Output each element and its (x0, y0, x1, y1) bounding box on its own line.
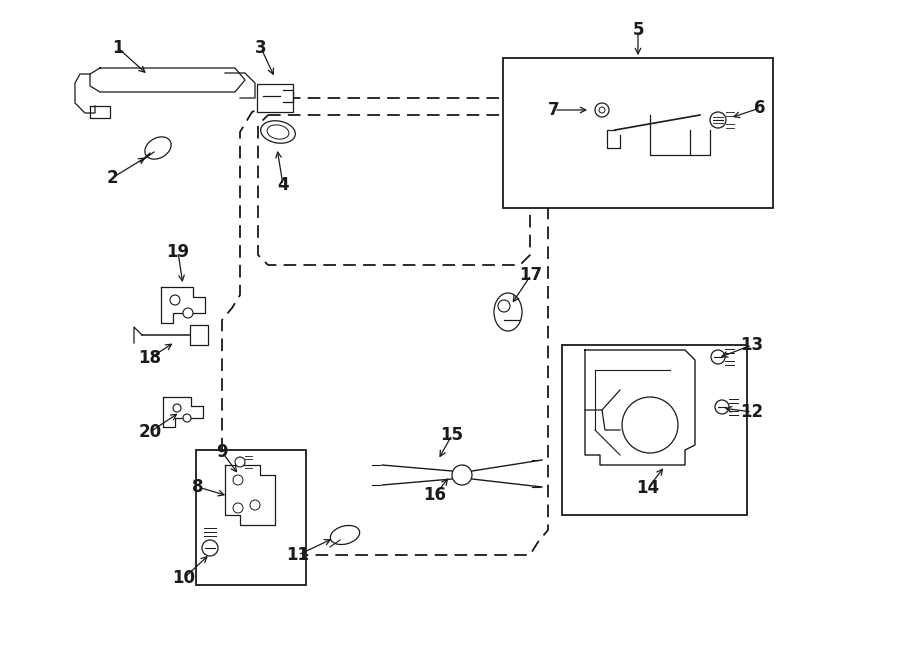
Circle shape (452, 465, 472, 485)
Circle shape (715, 400, 729, 414)
Polygon shape (225, 465, 275, 525)
Circle shape (170, 295, 180, 305)
Polygon shape (90, 68, 245, 92)
Text: 12: 12 (741, 403, 763, 421)
Circle shape (202, 540, 218, 556)
Bar (503, 58, 773, 208)
Text: 2: 2 (106, 169, 118, 187)
Text: 10: 10 (173, 569, 195, 587)
Circle shape (250, 500, 260, 510)
Circle shape (233, 475, 243, 485)
Text: 5: 5 (632, 21, 644, 39)
Circle shape (498, 300, 510, 312)
Circle shape (710, 112, 726, 128)
Circle shape (711, 350, 725, 364)
Ellipse shape (494, 293, 522, 331)
Bar (190, 325, 208, 345)
Ellipse shape (261, 121, 295, 143)
Circle shape (595, 103, 609, 117)
Ellipse shape (330, 525, 360, 545)
Polygon shape (163, 397, 203, 427)
Text: 8: 8 (193, 478, 203, 496)
Circle shape (183, 308, 193, 318)
Polygon shape (585, 350, 695, 465)
Text: 15: 15 (440, 426, 464, 444)
Text: 13: 13 (741, 336, 763, 354)
Polygon shape (161, 287, 205, 323)
Bar (257, 84, 293, 112)
Text: 6: 6 (754, 99, 766, 117)
Text: 4: 4 (277, 176, 289, 194)
Circle shape (233, 503, 243, 513)
Circle shape (599, 107, 605, 113)
Text: 9: 9 (216, 443, 228, 461)
Circle shape (173, 404, 181, 412)
Text: 18: 18 (139, 349, 161, 367)
Text: 11: 11 (286, 546, 310, 564)
Text: 19: 19 (166, 243, 190, 261)
Text: 16: 16 (424, 486, 446, 504)
Text: 3: 3 (256, 39, 266, 57)
Circle shape (235, 457, 245, 467)
Ellipse shape (145, 137, 171, 159)
Text: 20: 20 (139, 423, 162, 441)
Text: 7: 7 (548, 101, 560, 119)
Bar (196, 450, 306, 585)
Ellipse shape (267, 125, 289, 139)
Text: 14: 14 (636, 479, 660, 497)
Text: 1: 1 (112, 39, 124, 57)
Circle shape (183, 414, 191, 422)
Circle shape (622, 397, 678, 453)
Bar (562, 345, 747, 515)
Text: 17: 17 (519, 266, 543, 284)
